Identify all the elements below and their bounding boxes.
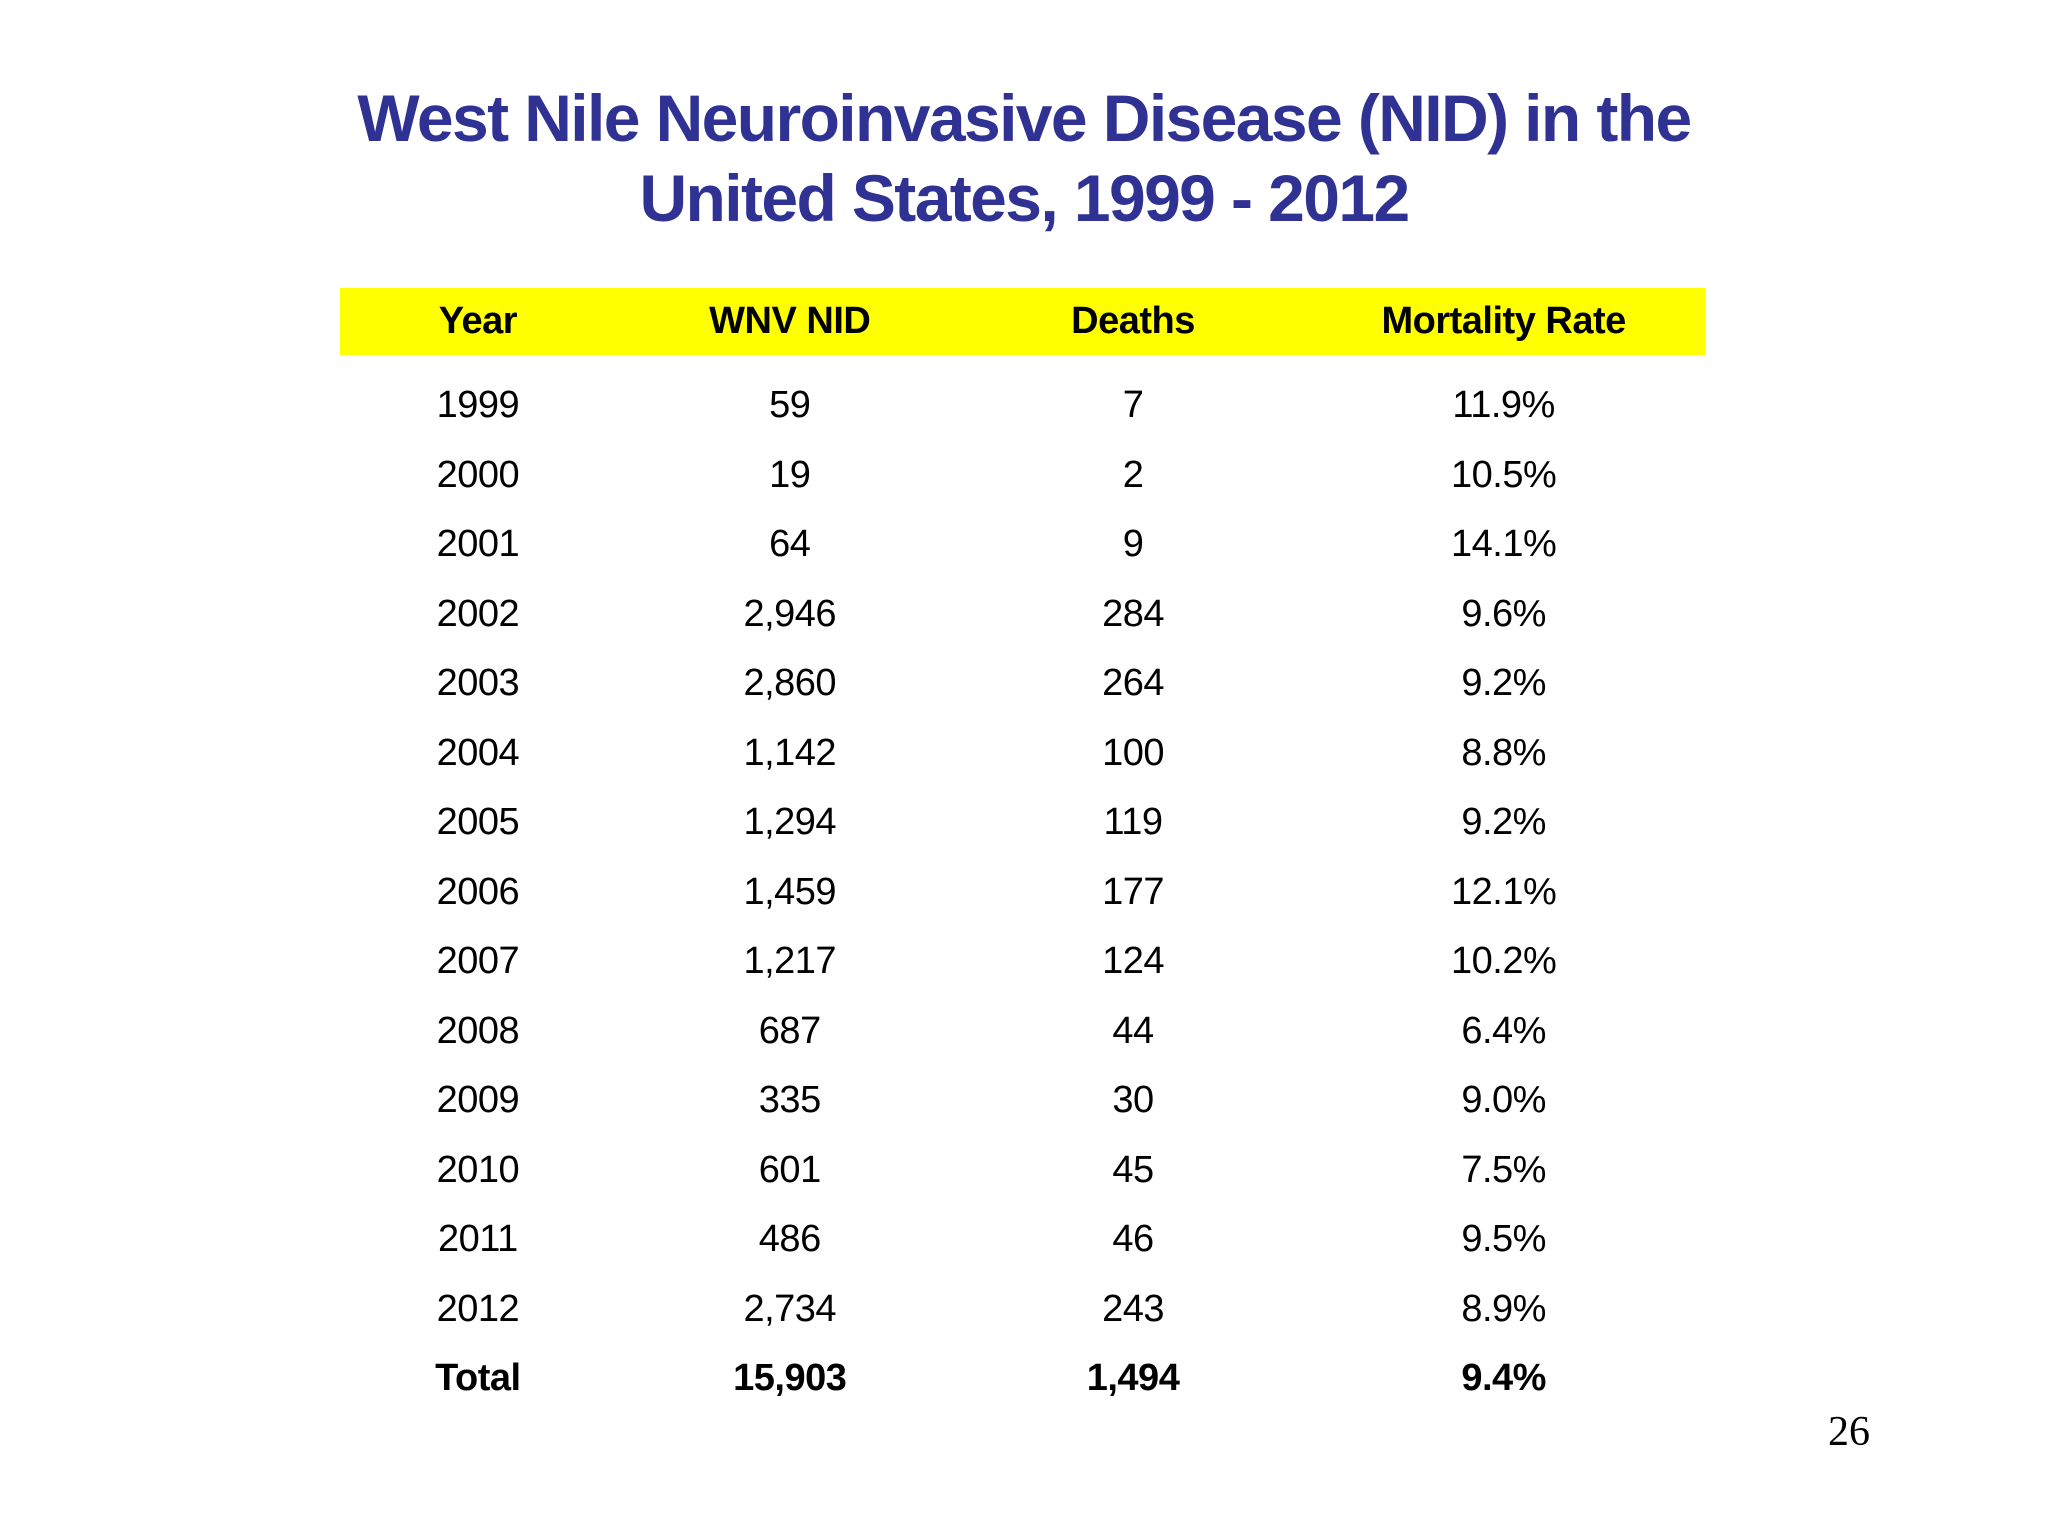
- title-line-2: United States, 1999 - 2012: [639, 161, 1410, 235]
- table-cell: 44: [1112, 1009, 1154, 1052]
- table-cell: 14.1%: [1451, 523, 1557, 566]
- column-header-year: Year: [340, 288, 616, 355]
- table-cell: 64: [769, 523, 811, 566]
- table-cell: 2000: [436, 453, 520, 496]
- table-cell: 9.2%: [1461, 662, 1546, 705]
- table-cell: 177: [1102, 870, 1164, 913]
- table-cell: 1999: [436, 384, 520, 427]
- total-wnv-nid: 15,903: [733, 1357, 847, 1400]
- total-mortality-rate: 9.4%: [1461, 1357, 1546, 1400]
- table-cell: 1,294: [743, 801, 837, 844]
- table-cell: 2008: [436, 1009, 520, 1052]
- table-cell: 687: [758, 1009, 821, 1052]
- table-cell: 2010: [436, 1148, 520, 1191]
- table-cell: 2,860: [743, 662, 837, 705]
- table-cell: 284: [1102, 592, 1164, 635]
- table-cell: 7.5%: [1461, 1148, 1546, 1191]
- table-cell: 6.4%: [1461, 1009, 1546, 1052]
- header-body-gap: [340, 355, 1705, 371]
- table-cell: 45: [1112, 1148, 1154, 1191]
- table-cell: 2003: [436, 662, 520, 705]
- table-cell: 19: [769, 453, 811, 496]
- table-cell: 2011: [438, 1218, 518, 1261]
- table-cell: 10.2%: [1451, 940, 1557, 983]
- table-cell: 2005: [436, 801, 520, 844]
- table-cell: 59: [769, 384, 811, 427]
- title-line-1: West Nile Neuroinvasive Disease (NID) in…: [357, 81, 1692, 155]
- table-cell: 335: [758, 1079, 821, 1122]
- table-cell: 2007: [436, 940, 520, 983]
- table-cell: 8.8%: [1461, 731, 1546, 774]
- total-label: Total: [435, 1357, 521, 1400]
- table-cell: 264: [1102, 662, 1164, 705]
- table-cell: 2: [1122, 453, 1144, 496]
- column-header-wnv-nid: WNV NID: [615, 288, 964, 355]
- table-cell: 119: [1103, 801, 1163, 844]
- table-cell: 9: [1122, 523, 1144, 566]
- table-cell: 601: [758, 1148, 821, 1191]
- table-cell: 2002: [436, 592, 520, 635]
- table-cell: 10.5%: [1451, 453, 1557, 496]
- table-cell: 1,142: [743, 731, 837, 774]
- table-cell: 30: [1112, 1079, 1154, 1122]
- column-header-mortality-rate: Mortality Rate: [1302, 288, 1705, 355]
- total-deaths: 1,494: [1086, 1357, 1180, 1400]
- table-cell: 486: [758, 1218, 821, 1261]
- table-cell: 2004: [436, 731, 520, 774]
- page-number: 26: [1828, 1409, 1870, 1455]
- table-cell: 12.1%: [1451, 870, 1557, 913]
- wnv-nid-table: Year WNV NID Deaths Mortality Rate 1999 5…: [340, 288, 1705, 1414]
- table-cell: 2,946: [743, 592, 837, 635]
- table-cell: 1,217: [743, 940, 837, 983]
- column-header-deaths: Deaths: [963, 288, 1303, 355]
- table-cell: 2,734: [743, 1287, 837, 1330]
- table-cell: 124: [1102, 940, 1164, 983]
- table-cell: 7: [1122, 384, 1144, 427]
- table-cell: 9.5%: [1461, 1218, 1546, 1261]
- table-cell: 9.0%: [1461, 1079, 1546, 1122]
- table-cell: 11.9%: [1452, 384, 1555, 427]
- table-cell: 2006: [436, 870, 520, 913]
- table-cell: 2001: [436, 523, 520, 566]
- table-cell: 100: [1102, 731, 1164, 774]
- table-cell: 1,459: [743, 870, 837, 913]
- table-cell: 2009: [436, 1079, 520, 1122]
- slide-title: West Nile Neuroinvasive Disease (NID) in…: [0, 78, 2048, 238]
- table-cell: 46: [1112, 1218, 1154, 1261]
- table-cell: 8.9%: [1461, 1287, 1546, 1330]
- table-cell: 9.2%: [1461, 801, 1546, 844]
- table-cell: 243: [1102, 1287, 1164, 1330]
- table-cell: 9.6%: [1461, 592, 1546, 635]
- table-cell: 2012: [436, 1287, 520, 1330]
